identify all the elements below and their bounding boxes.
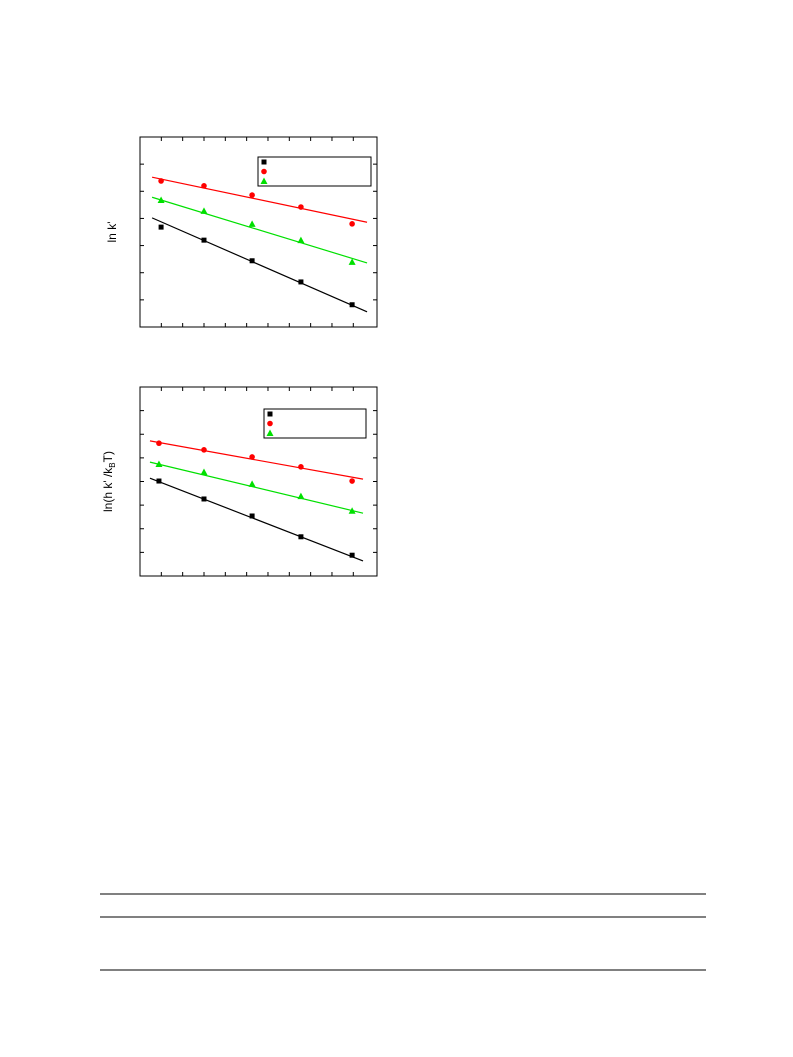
fit-line (149, 461, 364, 514)
marker (298, 464, 304, 470)
y-axis-label: ln(h k' /kBT) (101, 451, 117, 512)
fit-line (151, 217, 368, 313)
marker (249, 513, 255, 519)
marker (201, 447, 207, 453)
marker (349, 302, 355, 308)
legend-box (257, 156, 372, 187)
marker (348, 258, 356, 265)
chart: ln k' (105, 136, 378, 328)
fit-line (149, 440, 364, 480)
marker (201, 237, 207, 243)
fit-line (151, 196, 368, 264)
marker (156, 478, 162, 484)
marker (298, 204, 304, 210)
fit-line (149, 477, 364, 562)
marker (248, 480, 256, 487)
marker (249, 192, 255, 198)
marker (348, 507, 356, 514)
legend-marker (260, 177, 268, 184)
y-axis-label-part: ln(h k' /k (101, 467, 115, 512)
marker (158, 224, 164, 230)
legend-marker (266, 429, 274, 436)
marker (297, 492, 305, 500)
marker (349, 478, 355, 484)
marker (249, 454, 255, 460)
y-axis-label-part: B (108, 462, 117, 467)
marker (298, 279, 304, 285)
marker (201, 496, 207, 502)
y-axis-label: ln k' (105, 222, 119, 243)
y-axis-label-part: T) (101, 451, 115, 462)
legend-marker (267, 420, 273, 427)
legend-box (263, 408, 367, 439)
chart: ln(h k' /kBT) (101, 386, 378, 577)
legend-marker (267, 411, 273, 417)
legend-marker (261, 168, 267, 175)
marker (297, 236, 305, 244)
plot-frame (139, 136, 378, 328)
marker (156, 440, 162, 447)
marker (158, 178, 164, 184)
marker (298, 534, 304, 540)
marker (200, 468, 208, 476)
marker (349, 552, 355, 558)
marker (155, 460, 163, 468)
marker (249, 258, 255, 264)
marker (201, 183, 207, 189)
legend-marker (261, 159, 267, 165)
fit-line (151, 176, 368, 223)
marker (349, 221, 355, 227)
marker (200, 207, 208, 214)
marker (157, 196, 165, 203)
marker (248, 220, 256, 227)
